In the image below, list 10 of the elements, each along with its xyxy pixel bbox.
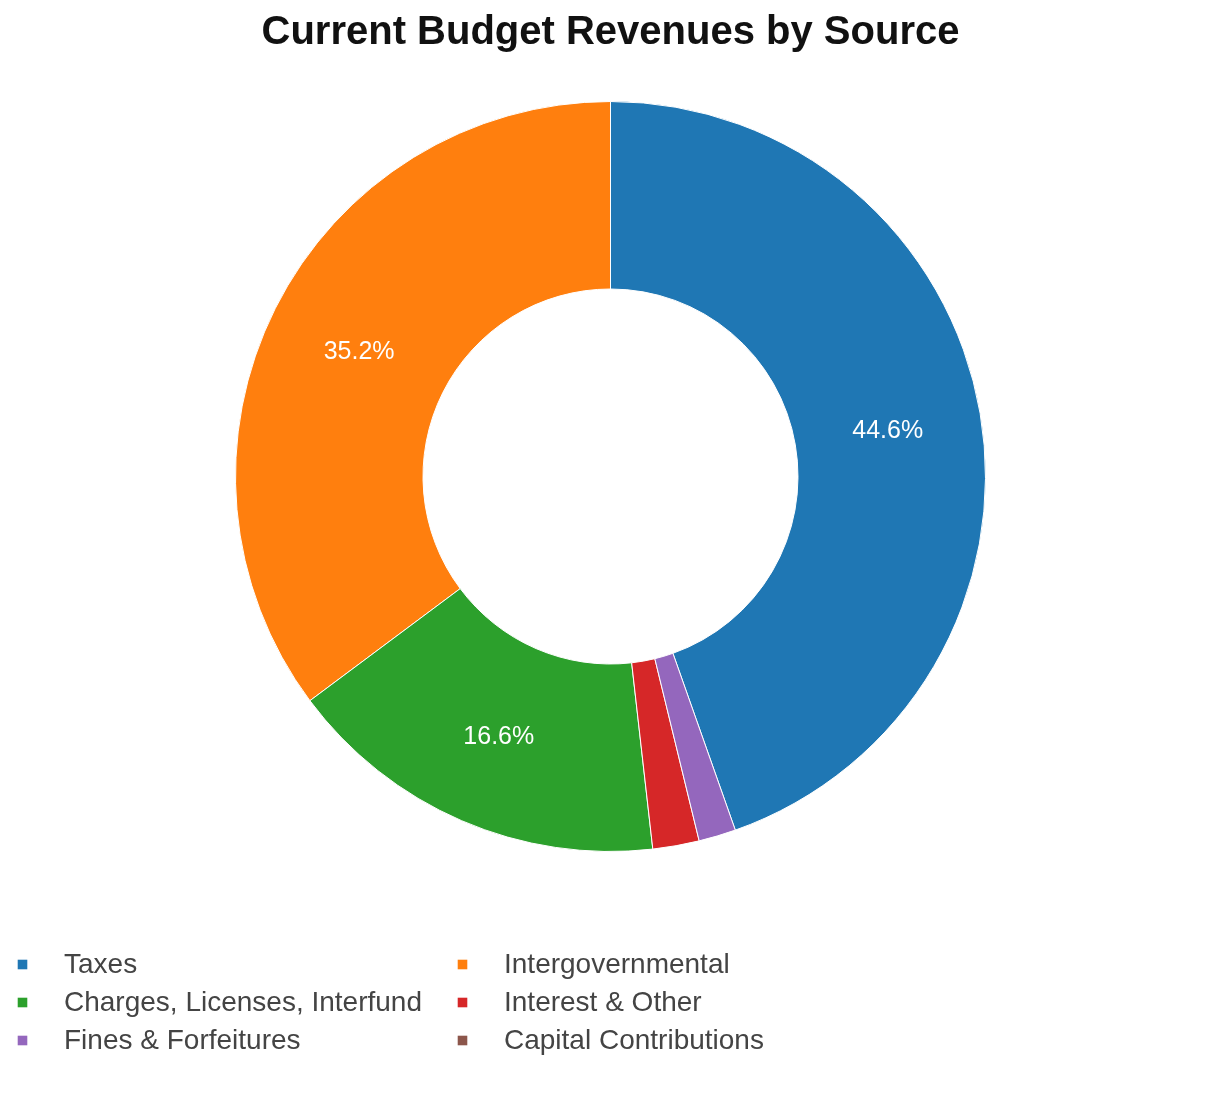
legend-label: Charges, Licenses, Interfund — [64, 986, 423, 1018]
chart-title: Current Budget Revenues by Source — [261, 7, 960, 52]
data-label: 16.6% — [463, 720, 535, 749]
data-label: 44.6% — [852, 415, 924, 444]
legend-label: Intergovernmental — [504, 948, 731, 980]
legend-label: Fines & Forfeitures — [64, 1024, 302, 1056]
legend-label: Taxes — [64, 948, 139, 980]
legend-label: Capital Contributions — [504, 1024, 765, 1056]
legend-label: Interest & Other — [504, 986, 703, 1018]
data-label: 35.2% — [323, 336, 395, 365]
